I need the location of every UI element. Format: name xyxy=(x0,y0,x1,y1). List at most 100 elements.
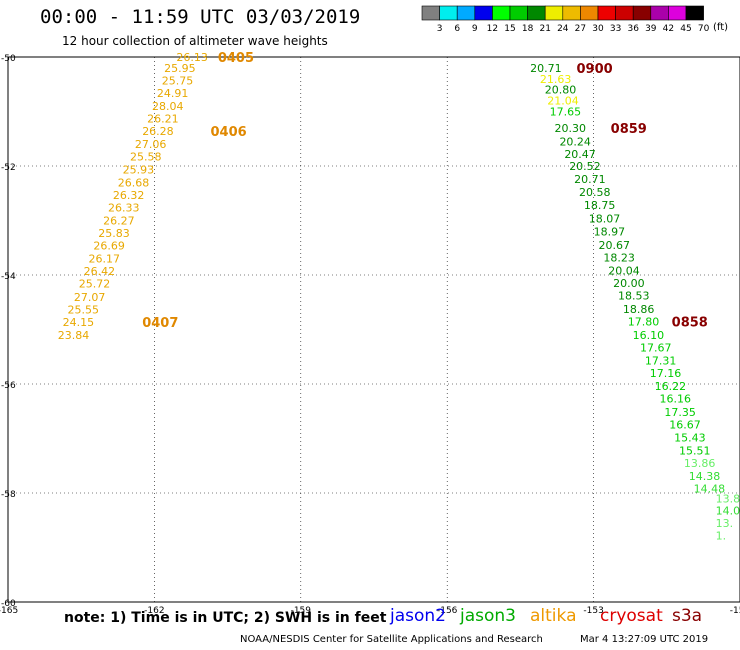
page-title: 00:00 - 11:59 UTC 03/03/2019 xyxy=(40,6,361,28)
wave-height-label: 17.31 xyxy=(645,355,677,368)
legend-swatch xyxy=(615,5,634,21)
legend-swatch xyxy=(527,5,546,21)
pass-time-label: 0407 xyxy=(142,316,178,331)
wave-height-label: 17.35 xyxy=(664,406,696,419)
wave-height-label: 25.58 xyxy=(130,151,162,164)
legend-swatch xyxy=(421,5,440,21)
lat-tick-label: -60 xyxy=(1,599,16,609)
wave-height-label: 13. xyxy=(716,517,734,530)
wave-height-label: 16.16 xyxy=(659,393,691,406)
pass-time-label: 0858 xyxy=(672,315,708,330)
legend-label: 33 xyxy=(610,24,621,34)
legend-label: 21 xyxy=(539,24,550,34)
legend-swatch xyxy=(685,5,704,21)
wave-height-label: 24.15 xyxy=(63,316,95,329)
wave-height-label: 17.80 xyxy=(628,315,660,328)
satellite-name: altika xyxy=(530,606,577,626)
satellite-name: s3a xyxy=(672,606,703,626)
wave-height-label: 17.67 xyxy=(640,341,672,354)
lon-tick-label: -162 xyxy=(144,606,164,616)
map-frame xyxy=(7,56,740,603)
wave-height-label: 18.23 xyxy=(603,252,635,265)
legend-swatch xyxy=(492,5,511,21)
wave-height-label: 1. xyxy=(716,530,727,543)
lon-tick-label: -159 xyxy=(291,606,312,616)
lon-tick-label: -150 xyxy=(730,606,740,616)
wave-height-label: 20.47 xyxy=(564,148,596,161)
wave-height-label: 20.58 xyxy=(579,186,611,199)
wave-height-label: 20.71 xyxy=(574,173,606,186)
footer-credit: NOAA/NESDIS Center for Satellite Applica… xyxy=(240,634,543,645)
wave-height-label: 26.13 xyxy=(176,51,208,64)
wave-height-label: 25.83 xyxy=(98,227,130,240)
wave-height-label: 26.42 xyxy=(84,265,116,278)
legend-swatch xyxy=(456,5,476,21)
wave-height-label: 20.71 xyxy=(530,62,562,75)
legend-label: 3 xyxy=(437,24,443,34)
legend-swatch xyxy=(668,5,687,21)
wave-height-label: 27.06 xyxy=(135,138,167,151)
wave-height-label: 20.00 xyxy=(613,277,645,290)
legend-label: 30 xyxy=(592,24,604,34)
satellite-name: jason2 xyxy=(390,606,446,626)
legend-swatch xyxy=(544,5,564,21)
wave-height-label: 20.24 xyxy=(559,135,591,148)
lat-tick-label: -54 xyxy=(1,272,16,282)
legend-label: 39 xyxy=(645,24,657,34)
legend-unit: (ft) xyxy=(713,22,729,33)
legend-label: 70 xyxy=(698,24,710,34)
legend-label: 42 xyxy=(663,24,674,34)
footer-timestamp: Mar 4 13:27:09 UTC 2019 xyxy=(580,634,709,645)
legend-swatch xyxy=(597,5,616,21)
satellite-name: cryosat xyxy=(600,606,663,626)
wave-height-label: 14.38 xyxy=(689,470,721,483)
map-border xyxy=(7,56,740,603)
wave-height-label: 26.17 xyxy=(89,253,121,266)
wave-height-label: 21.04 xyxy=(547,95,579,108)
jason3-pass: 20.7121.6320.8021.0417.6520.3020.2420.47… xyxy=(530,62,740,543)
wave-height-label: 26.27 xyxy=(103,215,135,228)
wave-height-label: 17.16 xyxy=(650,367,682,380)
lat-tick-label: -52 xyxy=(1,163,16,173)
wave-height-label: 26.32 xyxy=(113,189,145,202)
pass-time-label: 0859 xyxy=(611,122,647,137)
wave-height-label: 27.07 xyxy=(74,291,106,304)
pass-time-label: 0405 xyxy=(218,51,254,66)
wave-height-label: 25.55 xyxy=(68,303,100,316)
wave-height-label: 20.04 xyxy=(608,265,640,278)
wave-height-label: 20.30 xyxy=(555,122,587,135)
wave-height-label: 18.97 xyxy=(594,225,626,238)
color-legend: 3 6 9 12 15 18 21 24 27 30 33 36 39 42 45 70 xyxy=(421,5,710,34)
wave-height-label: 18.75 xyxy=(584,199,616,212)
wave-height-label: 25.72 xyxy=(79,278,111,291)
legend-swatch xyxy=(580,5,599,21)
lon-tick-label: -165 xyxy=(0,606,18,616)
legend-swatch xyxy=(474,5,493,21)
legend-label: 12 xyxy=(487,24,498,34)
axis-ticks: -165 -162 -159 -156 -153 -150 -50 -52 -54 -56 -58 -… xyxy=(0,54,740,616)
wave-height-label: 15.51 xyxy=(679,444,711,457)
satellite-name: jason3 xyxy=(460,606,516,626)
wave-height-label: 25.93 xyxy=(123,163,154,176)
lat-tick-label: -58 xyxy=(1,490,16,500)
wave-height-label: 28.04 xyxy=(152,100,184,113)
legend-swatch xyxy=(562,5,581,21)
wave-height-label: 20.52 xyxy=(569,160,601,173)
wave-height-label: 20.80 xyxy=(545,84,577,97)
wave-height-label: 14.0 xyxy=(716,504,740,517)
wave-height-label: 15.43 xyxy=(674,431,706,444)
page-subtitle: 12 hour collection of altimeter wave hei… xyxy=(62,34,328,48)
wave-height-label: 24.91 xyxy=(157,87,189,100)
wave-height-label: 18.86 xyxy=(623,303,655,316)
satellite-tracks: 26.1325.9525.7524.9128.0426.2126.2827.06… xyxy=(58,51,740,543)
legend-label: 6 xyxy=(454,24,460,34)
altika-pass: 26.1325.9525.7524.9128.0426.2126.2827.06… xyxy=(58,51,254,342)
wave-height-label: 17.65 xyxy=(550,106,582,119)
wave-height-label: 26.21 xyxy=(147,113,179,126)
wave-height-label: 25.75 xyxy=(162,74,194,87)
legend-swatch xyxy=(632,5,652,21)
legend-swatch xyxy=(439,5,458,21)
legend-swatch xyxy=(509,5,528,21)
legend-swatch xyxy=(650,5,669,21)
